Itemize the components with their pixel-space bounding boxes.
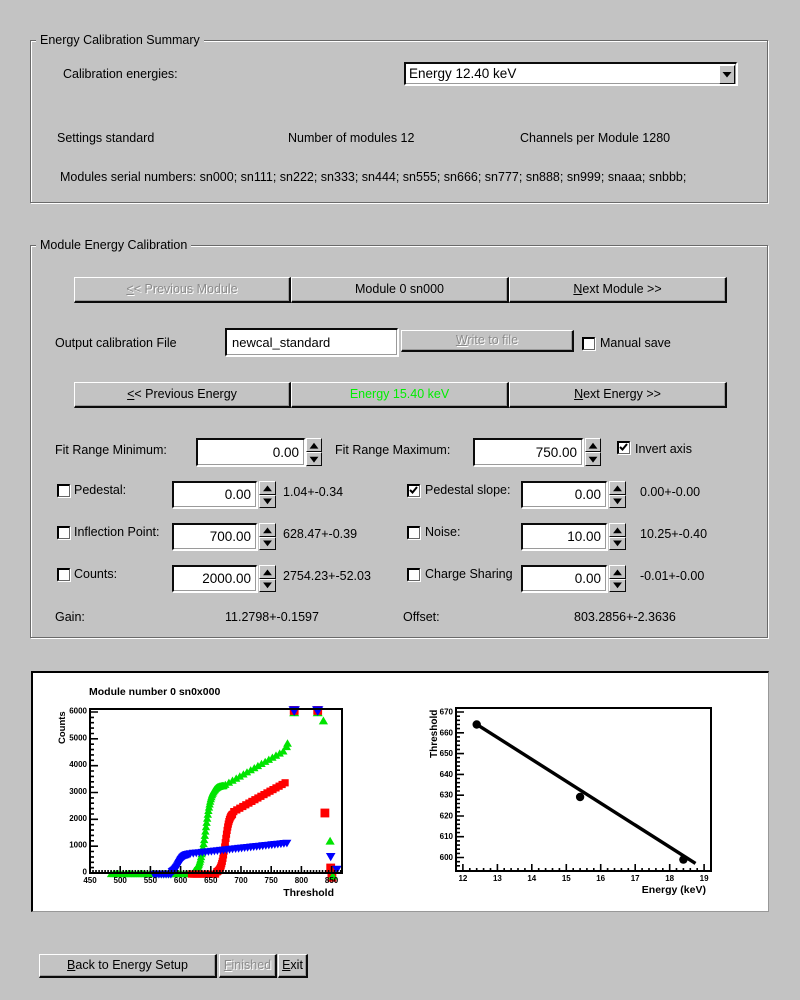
svg-text:Threshold: Threshold bbox=[283, 887, 334, 899]
svg-text:850: 850 bbox=[325, 876, 339, 885]
svg-text:19: 19 bbox=[700, 874, 709, 883]
svg-text:1000: 1000 bbox=[69, 841, 87, 850]
svg-text:Module number 0 sn0x000: Module number 0 sn0x000 bbox=[89, 686, 220, 698]
svg-text:610: 610 bbox=[440, 832, 454, 841]
svg-text:640: 640 bbox=[440, 770, 454, 779]
svg-text:620: 620 bbox=[440, 812, 454, 821]
svg-text:4000: 4000 bbox=[69, 760, 87, 769]
svg-text:660: 660 bbox=[440, 728, 454, 737]
svg-text:Threshold: Threshold bbox=[429, 710, 440, 758]
svg-text:650: 650 bbox=[204, 876, 218, 885]
svg-text:800: 800 bbox=[295, 876, 309, 885]
svg-text:500: 500 bbox=[114, 876, 128, 885]
svg-text:Energy (keV): Energy (keV) bbox=[642, 884, 706, 896]
svg-text:6000: 6000 bbox=[69, 707, 87, 716]
svg-text:0: 0 bbox=[83, 868, 88, 877]
svg-text:670: 670 bbox=[440, 708, 454, 717]
svg-text:13: 13 bbox=[493, 874, 502, 883]
svg-text:650: 650 bbox=[440, 749, 454, 758]
svg-text:600: 600 bbox=[174, 876, 188, 885]
svg-text:18: 18 bbox=[665, 874, 674, 883]
svg-text:15: 15 bbox=[562, 874, 571, 883]
svg-text:3000: 3000 bbox=[69, 787, 87, 796]
svg-text:630: 630 bbox=[440, 791, 454, 800]
svg-text:16: 16 bbox=[596, 874, 605, 883]
svg-text:12: 12 bbox=[458, 874, 467, 883]
svg-text:14: 14 bbox=[527, 874, 536, 883]
svg-text:Counts: Counts bbox=[57, 711, 68, 744]
svg-text:600: 600 bbox=[440, 853, 454, 862]
svg-text:450: 450 bbox=[83, 876, 97, 885]
svg-text:750: 750 bbox=[265, 876, 279, 885]
svg-text:700: 700 bbox=[234, 876, 248, 885]
svg-text:550: 550 bbox=[144, 876, 158, 885]
svg-text:5000: 5000 bbox=[69, 733, 87, 742]
svg-text:17: 17 bbox=[631, 874, 640, 883]
svg-text:2000: 2000 bbox=[69, 814, 87, 823]
